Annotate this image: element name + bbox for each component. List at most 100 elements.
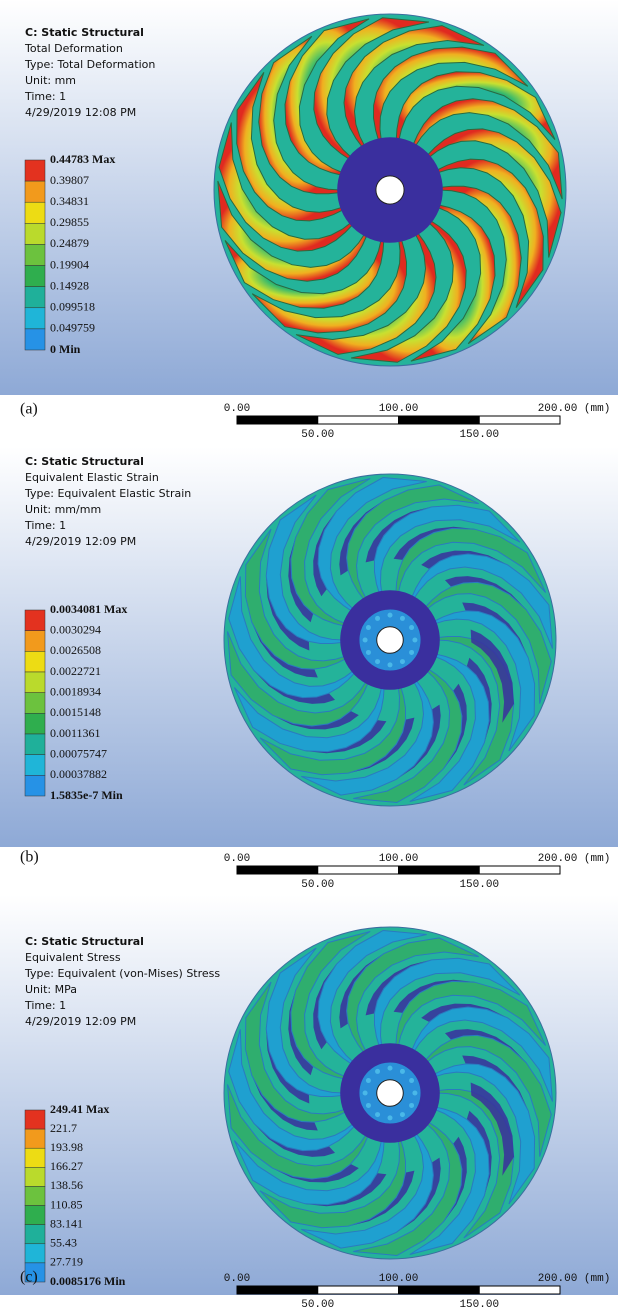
legend-swatch [25,160,45,181]
legend-swatch [25,287,45,308]
scale-segment [318,1286,399,1294]
header-line: Time: 1 [24,519,66,532]
bore [377,1080,404,1107]
legend-label: 0.0085176 Min [50,1274,126,1288]
legend-label: 83.141 [50,1216,83,1230]
bolt-hole [366,650,371,655]
bolt-hole [388,613,393,618]
legend-swatch [25,775,45,796]
legend-swatch [25,1225,45,1244]
bolt-hole [400,1069,405,1074]
bolt-hole [409,1103,414,1108]
legend-label: 0.44783 Max [50,152,115,166]
legend-label: 27.719 [50,1255,83,1269]
legend-swatch [25,1148,45,1167]
legend-swatch [25,755,45,776]
legend-label: 0.24879 [50,236,89,250]
bolt-hole [366,625,371,630]
header-line: C: Static Structural [25,455,144,468]
header-line: Type: Equivalent Elastic Strain [24,487,191,500]
scale-label: 100.00 [379,403,419,415]
scale-segment [318,416,399,424]
legend-label: 193.98 [50,1140,83,1154]
scale-label: 50.00 [301,879,334,891]
header-line: Equivalent Elastic Strain [25,471,159,484]
bolt-hole [412,638,417,643]
scale-segment [399,416,480,424]
legend-label: 0.00075747 [50,746,107,760]
legend-label: 221.7 [50,1121,77,1135]
scale-label: 0.00 [224,1273,250,1285]
bolt-hole [366,1078,371,1083]
scale-segment [399,1286,480,1294]
bolt-hole [375,616,380,621]
bolt-hole [375,659,380,664]
legend-swatch [25,181,45,202]
legend-swatch [25,223,45,244]
scale-segment [479,416,560,424]
header-line: Type: Total Deformation [24,58,155,71]
header-line: Type: Equivalent (von-Mises) Stress [24,967,220,980]
scale-label: 100.00 [379,1273,419,1285]
impeller [224,927,556,1259]
legend-label: 0.00037882 [50,767,107,781]
header-line: Time: 1 [24,999,66,1012]
header-line: C: Static Structural [25,26,144,39]
scale-segment [237,416,318,424]
legend-swatch [25,631,45,652]
bolt-hole [363,638,368,643]
legend-swatch [25,1167,45,1186]
scale-segment [479,1286,560,1294]
legend-swatch [25,693,45,714]
scale-label: 100.00 [379,853,419,865]
header-line: Unit: mm [25,74,76,87]
legend-swatch [25,734,45,755]
legend-label: 0.29855 [50,215,89,229]
legend-label: 1.5835e-7 Min [50,788,123,802]
legend-label: 0.0026508 [50,643,101,657]
header-line: Time: 1 [24,90,66,103]
scale-segment [318,866,399,874]
legend-swatch [25,1186,45,1205]
header-line: 4/29/2019 12:09 PM [25,535,136,548]
legend-swatch [25,202,45,223]
legend-swatch [25,1244,45,1263]
bolt-hole [375,1069,380,1074]
bolt-hole [375,1112,380,1117]
bolt-hole [409,1078,414,1083]
scale-segment [237,1286,318,1294]
bolt-hole [409,650,414,655]
impeller [214,14,566,366]
bolt-hole [412,1091,417,1096]
figure: C: Static StructuralTotal DeformationTyp… [0,0,618,1309]
legend-swatch [25,672,45,693]
caption: (a) [20,401,38,418]
bolt-hole [388,1115,393,1120]
bore [376,176,404,204]
caption: (b) [20,849,39,866]
bolt-hole [388,1066,393,1071]
header-line: 4/29/2019 12:09 PM [25,1015,136,1028]
scale-label: 150.00 [459,1299,499,1309]
legend-swatch [25,266,45,287]
legend-swatch [25,610,45,631]
scale-label: 0.00 [224,853,250,865]
legend-label: 0.34831 [50,194,89,208]
bolt-hole [363,1091,368,1096]
caption: (c) [20,1269,38,1286]
legend-label: 0.0030294 [50,622,101,636]
legend-label: 166.27 [50,1159,83,1173]
legend-label: 0.14928 [50,278,89,292]
legend-swatch [25,1129,45,1148]
legend-label: 0.099518 [50,300,95,314]
legend-label: 0 Min [50,342,81,356]
legend-label: 249.41 Max [50,1102,109,1116]
scale-segment [399,866,480,874]
legend-label: 138.56 [50,1178,83,1192]
scale-segment [237,866,318,874]
bolt-hole [400,616,405,621]
impeller [224,474,556,806]
legend-swatch [25,244,45,265]
header-line: C: Static Structural [25,935,144,948]
